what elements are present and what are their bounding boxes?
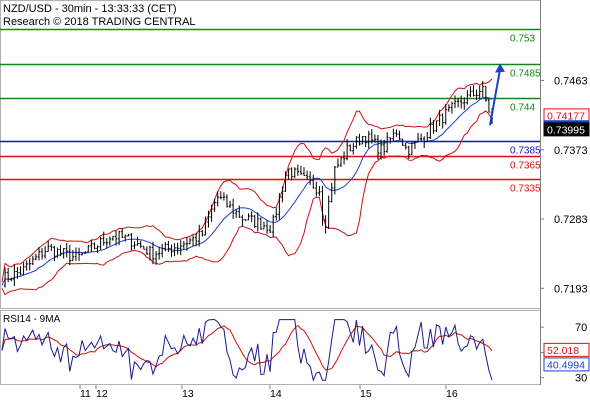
price-tick-label-2: 0.7373 [554, 145, 588, 157]
price-tag-2: 0.73995 [547, 124, 585, 136]
rsi-tag-0: 52.018 [547, 345, 579, 357]
level-label-4: 0.7365 [510, 161, 541, 172]
time-tick-label-5: 16 [446, 388, 458, 400]
price-tag-0: 0.74177 [547, 110, 585, 122]
moving-average [1, 96, 493, 286]
bollinger-bands [1, 78, 493, 296]
level-label-2: 0.744 [510, 103, 535, 114]
level-label-0: 0.753 [510, 34, 535, 45]
price-tag-box-2 [543, 122, 590, 137]
rsi-tag-box-0 [543, 342, 590, 357]
chart-title: NZD/USD - 30min - 13:33:33 (CET) [3, 3, 177, 15]
price-tick-label-1: 0.7283 [554, 214, 588, 226]
rsi-panel-title: RSI14 - 9MA [3, 314, 61, 325]
forecast-arrow-shaft [489, 69, 501, 126]
rsi-tick-label-0: 30 [575, 373, 587, 385]
price-panel-frame [0, 0, 541, 309]
rsi-line [1, 319, 493, 382]
time-tick-label-3: 14 [270, 388, 282, 400]
level-label-1: 0.7485 [510, 69, 541, 80]
price-axis: 0.7193 0.7283 0.7373 0.7463 [540, 76, 588, 295]
bollinger-lower [1, 110, 493, 296]
rsi-tag-box-1 [543, 357, 590, 372]
rsi-lines [1, 319, 493, 382]
time-tick-label-4: 15 [360, 388, 372, 400]
rsi-panel-frame [0, 310, 541, 385]
bollinger-upper [1, 78, 493, 283]
price-tick-label-3: 0.7463 [554, 76, 588, 88]
time-tick-label-0: 11 [80, 388, 91, 400]
candles-layer [3, 81, 494, 288]
time-axis: 11 12 13 14 15 16 [79, 385, 458, 400]
copyright-text: Research © 2018 TRADING CENTRAL [3, 16, 196, 28]
level-label-5: 0.7335 [510, 184, 541, 195]
time-tick-label-1: 12 [96, 388, 108, 400]
rsi-tag-1: 40.4994 [547, 359, 585, 371]
time-tick-label-2: 13 [182, 388, 194, 400]
price-tick-label-0: 0.7193 [554, 283, 588, 295]
levels-layer: 0.753 0.7485 0.744 0.7385 0.7365 0.7335 [0, 28, 541, 195]
forecast-arrow-head [495, 63, 505, 73]
level-label-3: 0.7385 [510, 146, 541, 157]
rsi-tick-label-2: 70 [575, 322, 587, 334]
forecast-arrow [489, 63, 505, 126]
